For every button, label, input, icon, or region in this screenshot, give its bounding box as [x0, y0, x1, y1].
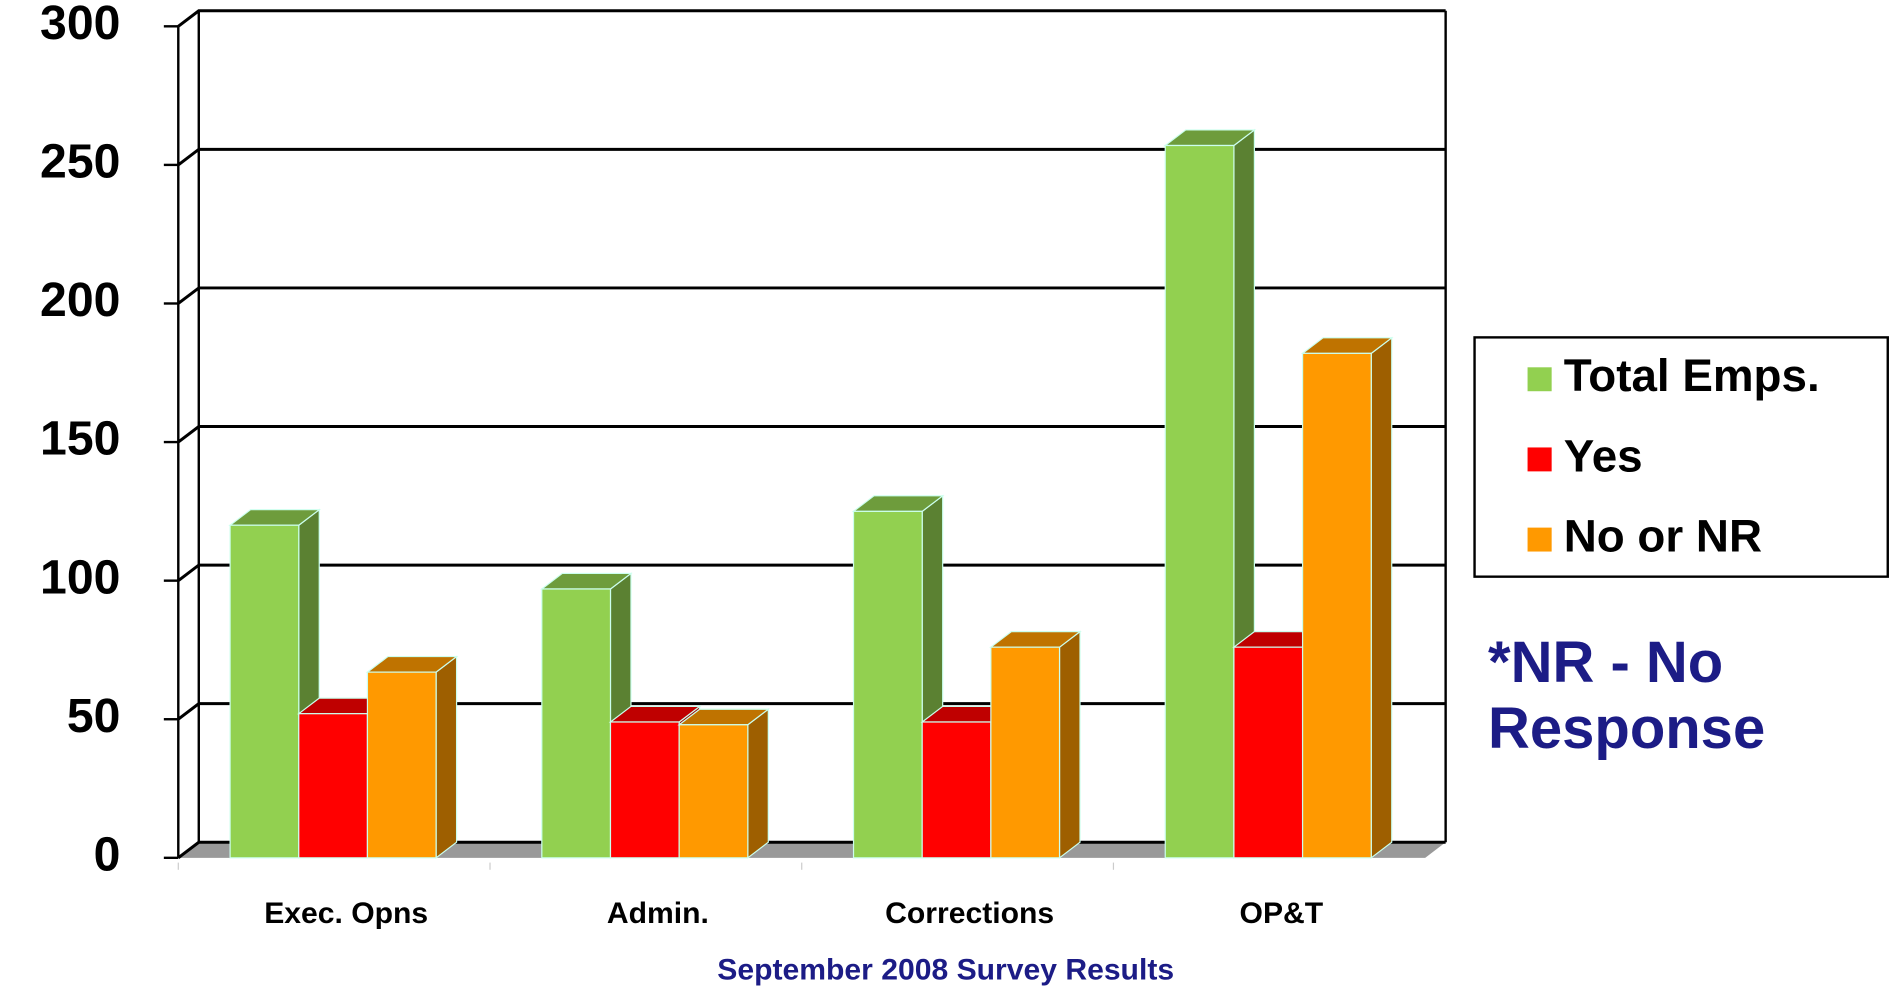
legend-label: Total Emps. [1564, 350, 1820, 401]
legend-swatch [1527, 367, 1552, 392]
legend-swatch [1527, 447, 1552, 472]
y-tick-label: 100 [40, 551, 120, 604]
grid-line [177, 425, 1446, 444]
y-tick-label: 0 [94, 829, 121, 882]
plot: September 2008 Survey Results 0 50 100 150 2… [40, 0, 1889, 986]
bar [990, 646, 1061, 859]
bar [1233, 646, 1304, 859]
floor [178, 842, 1446, 858]
legend-swatch [1527, 527, 1552, 552]
grid-line [177, 147, 1446, 167]
bar [678, 724, 749, 859]
legend-label: Yes [1564, 431, 1643, 482]
bar [1164, 144, 1235, 859]
bar-side [747, 708, 769, 860]
y-tick-label: 250 [40, 136, 120, 189]
bar [366, 671, 437, 859]
bar-side [1058, 630, 1081, 860]
x-tick-label: Admin. [607, 897, 709, 930]
bar [609, 721, 680, 859]
grid-line [177, 286, 1446, 305]
bar [541, 588, 612, 859]
bar [852, 510, 923, 859]
grid-line [177, 563, 1446, 582]
y-tick-label: 50 [67, 690, 121, 743]
bar [1301, 352, 1372, 859]
x-axis-label: September 2008 Survey Results [717, 953, 1174, 986]
bar-side [435, 655, 458, 860]
bar [298, 713, 369, 859]
note: *NR - No Response [1488, 630, 1766, 761]
legend-label: No or NR [1564, 511, 1762, 562]
x-tick-label: Exec. Opns [264, 897, 428, 930]
x-tick-label: OP&T [1240, 897, 1324, 930]
bar [229, 524, 300, 859]
grid-line [177, 9, 1446, 28]
bar [921, 721, 992, 859]
bar-side [1370, 336, 1393, 860]
y-tick-label: 300 [40, 0, 120, 50]
y-tick-label: 150 [40, 413, 120, 466]
y-tick-label: 200 [40, 274, 120, 327]
x-tick-label: Corrections [885, 897, 1054, 930]
